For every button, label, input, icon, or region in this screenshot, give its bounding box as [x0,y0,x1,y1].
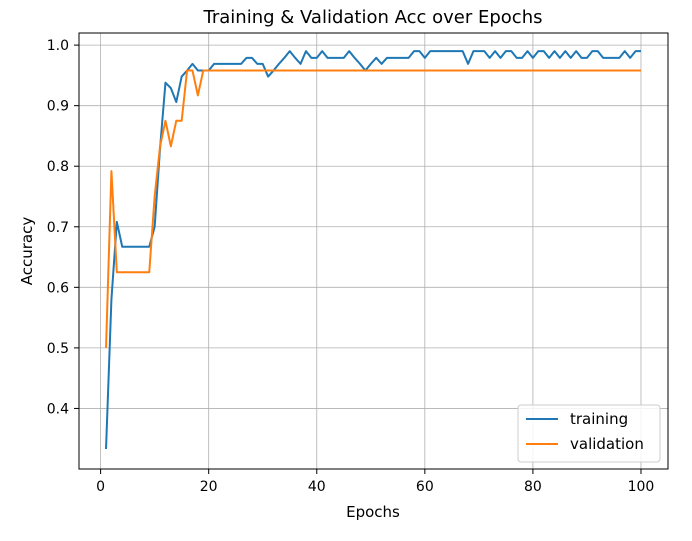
plot-area [79,33,668,469]
plot-frame [78,32,669,470]
legend-label-validation: validation [570,435,644,453]
y-tick-label: 0.5 [47,341,69,357]
gridlines [79,33,668,469]
ticks: 0 20 40 60 80 100 0.4 0.5 0.6 0.7 0.8 0.9 1.0 [47,38,655,495]
series-line-validation [105,69,641,348]
series-line-training [105,50,641,450]
x-tick-label: 20 [200,479,218,495]
y-tick-label: 1.0 [47,38,69,54]
legend: training validation [517,404,661,463]
chart-title: Training & Validation Acc over Epochs [203,7,543,28]
y-axis-label: Accuracy [18,217,36,286]
x-axis-label: Epochs [346,503,400,521]
series-layer [105,50,641,450]
x-tick-label: 0 [96,479,105,495]
legend-label-training: training [570,410,628,428]
y-tick-label: 0.8 [47,159,69,175]
x-tick-label: 80 [524,479,542,495]
x-tick-label: 40 [308,479,326,495]
y-tick-label: 0.6 [47,280,69,296]
y-tick-label: 0.4 [47,401,69,417]
x-tick-label: 60 [416,479,434,495]
y-tick-label: 0.9 [47,99,69,115]
x-tick-label: 100 [628,479,655,495]
y-tick-label: 0.7 [47,220,69,236]
